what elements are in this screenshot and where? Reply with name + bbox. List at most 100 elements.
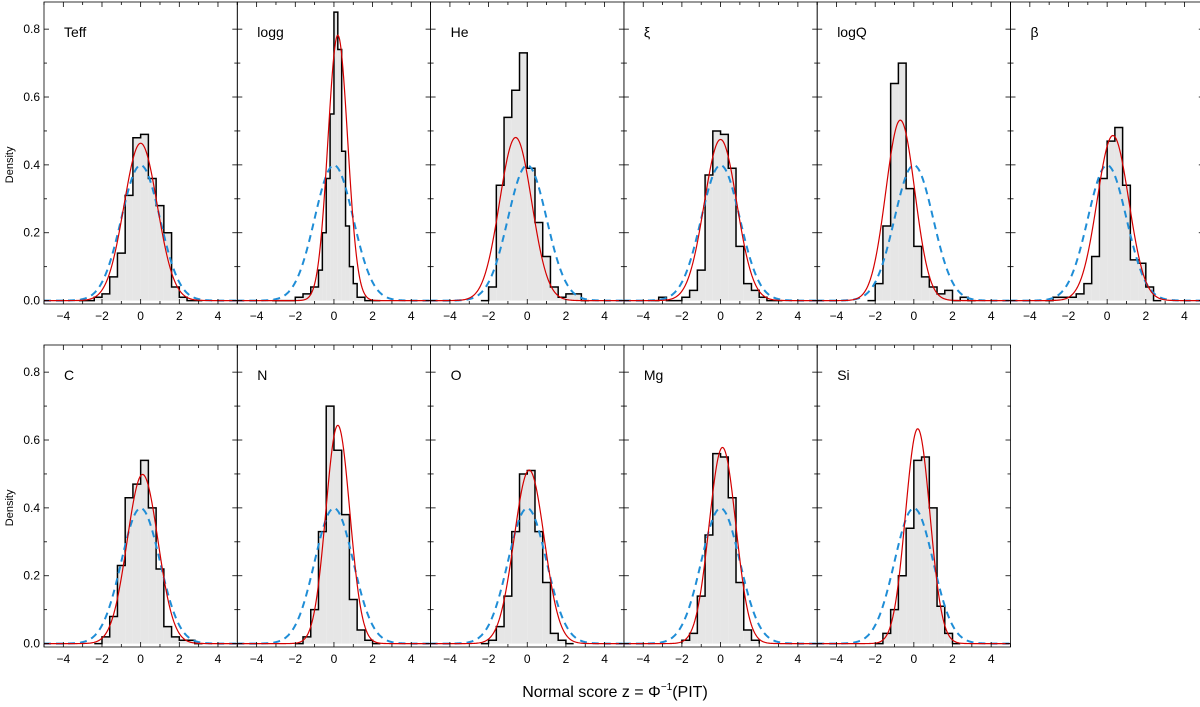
panel-mg-histogram-outline — [681, 452, 760, 644]
panel-teff-x-tick-label: 0 — [137, 309, 144, 323]
panel-param3-x-tick-label: −4 — [636, 309, 650, 323]
panel-he-x-tick-label: −2 — [482, 309, 496, 323]
panel-c-bar — [163, 626, 172, 644]
panel-teff-y-tick-label: 0.4 — [23, 158, 40, 172]
panel-logq-x-tick-label: −4 — [830, 309, 844, 323]
panel-param5-bar — [1083, 283, 1092, 301]
panel-o: −4 −2 0 2 4 O — [430, 344, 625, 666]
panel-param5-bar — [1099, 178, 1108, 301]
panel-logq-bar — [960, 297, 968, 301]
panel-si-bar — [937, 606, 945, 644]
panel-teff-y-tick-label: 0.2 — [23, 226, 40, 240]
panel-c-bar — [117, 565, 126, 644]
panel-logg-title: logg — [257, 24, 283, 40]
panel-param3-bar — [720, 134, 729, 301]
panel-param3-bar — [712, 130, 721, 301]
panel-c-y-axis-label: Density — [4, 489, 16, 526]
panel-si-plot-area — [817, 428, 1011, 645]
panel-n-bar — [333, 450, 342, 644]
panel-he-histogram-outline — [480, 52, 590, 302]
panel-teff-y-tick-label: 0.8 — [23, 22, 40, 36]
panel-teff-y-tick-label: 0.0 — [23, 294, 40, 308]
panel-param5-x-tick-label: 0 — [1104, 309, 1111, 323]
panel-param3-plot-area — [623, 130, 818, 302]
panel-si-bar — [944, 633, 953, 644]
panel-c-bar — [132, 484, 141, 644]
panel-param5-histogram-outline — [1045, 126, 1162, 302]
panel-param5-bar — [1076, 293, 1084, 301]
panel-he-bar — [511, 90, 520, 301]
panel-teff-histogram-outline — [78, 133, 203, 302]
panel-n-bar — [341, 514, 350, 644]
panel-param5-bar — [1122, 185, 1131, 301]
panel-he-x-tick-label: 0 — [524, 309, 531, 323]
panel-o-bar — [534, 531, 543, 644]
panel-param3: −4 −2 0 2 4 ξ — [623, 1, 818, 323]
panel-he-plot-area — [430, 52, 624, 302]
panel-o-bar — [550, 633, 559, 644]
panel-n-x-tick-label: 4 — [408, 652, 415, 666]
panel-logg-bar — [345, 225, 350, 301]
panel-teff-x-tick-label: 4 — [215, 309, 222, 323]
panel-he-bar — [565, 293, 574, 301]
x-axis-title-suffix: (PIT) — [672, 684, 708, 701]
panel-o-bar — [504, 596, 512, 644]
panel-param5-bar — [1145, 287, 1154, 301]
panel-param5-bar — [1091, 256, 1100, 301]
panel-mg-bar — [743, 630, 752, 644]
panel-c-bar — [171, 636, 180, 644]
panel-mg-bar — [728, 497, 737, 644]
panel-mg-x-tick-label: 0 — [717, 652, 724, 666]
panel-he-x-tick-label: 2 — [563, 309, 570, 323]
panel-logg-bar — [341, 151, 346, 301]
panel-logq-bar — [921, 276, 930, 301]
panel-teff-y-axis-label: Density — [4, 146, 16, 183]
panel-logq-bar — [890, 83, 899, 301]
panel-c-bar — [140, 460, 149, 644]
x-axis-title: Normal score z = Φ−1(PIT) — [522, 682, 708, 701]
panel-n-plot-area — [237, 405, 431, 645]
panel-o-x-tick-label: 4 — [601, 652, 608, 666]
panel-he-fit-curve — [430, 136, 624, 302]
panel-mg-x-tick-label: −2 — [675, 652, 689, 666]
panel-he-bar — [488, 287, 497, 301]
panel-teff-bar — [132, 137, 141, 301]
panel-logq-x-tick-label: 4 — [988, 309, 995, 323]
panel-logq-bar — [906, 188, 914, 301]
panel-n-bar — [303, 636, 311, 644]
panel-c-histogram-outline — [94, 459, 203, 645]
panel-mg-bar — [705, 535, 713, 644]
panel-o-x-tick-label: 2 — [563, 652, 570, 666]
panel-n-x-tick-label: 2 — [369, 652, 376, 666]
panel-mg-bar — [697, 596, 706, 644]
panel-o-bar — [488, 640, 497, 644]
panel-logg-bar — [303, 293, 311, 301]
panel-teff-bar — [163, 232, 172, 301]
panel-param5-title: β — [1031, 24, 1039, 40]
panel-si-x-tick-label: 4 — [988, 652, 995, 666]
panel-si: −4 −2 0 2 4 Si — [816, 344, 1011, 666]
panel-logq-bar — [898, 63, 907, 301]
panel-c-x-tick-label: −4 — [56, 652, 70, 666]
panel-o-bar — [558, 640, 566, 644]
panel-si-fit-curve — [817, 428, 1011, 645]
panel-teff-bar — [156, 205, 164, 301]
panel-o-x-tick-label: −2 — [482, 652, 496, 666]
panel-he-bar — [558, 297, 566, 301]
panel-mg-bar — [751, 640, 760, 644]
panel-teff-bar — [125, 195, 133, 301]
panel-c-bar — [125, 497, 133, 644]
panel-logg-plot-area — [237, 11, 431, 302]
panel-param3-fit-curve — [623, 138, 818, 302]
panel-param3-bar — [736, 246, 744, 301]
panel-logg-bar — [337, 49, 342, 301]
panel-he-x-tick-label: 4 — [601, 309, 608, 323]
panel-logq-x-tick-label: 0 — [911, 309, 918, 323]
panel-mg-fit-curve — [623, 446, 818, 645]
panel-param3-bar — [705, 175, 713, 301]
panel-teff-bar — [148, 178, 157, 301]
panel-param3-x-tick-label: 0 — [717, 309, 724, 323]
panel-logg-bar — [295, 297, 304, 301]
panel-o-bar — [542, 582, 551, 644]
panel-o-fit-curve — [430, 469, 624, 645]
